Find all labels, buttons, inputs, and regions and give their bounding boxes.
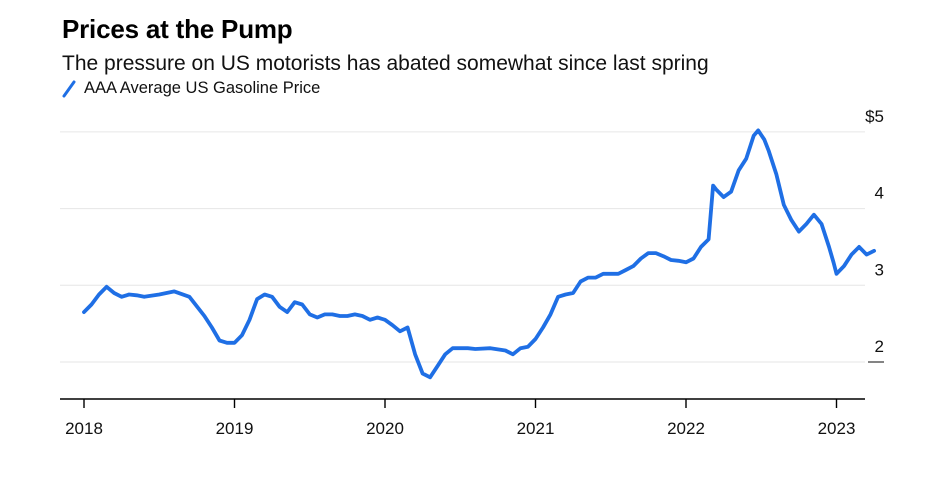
y-tick-label: 2 [875,337,884,356]
x-tick-label: 2021 [517,419,555,438]
x-tick-label: 2019 [216,419,254,438]
legend-swatch-icon [62,80,76,97]
x-tick-label: 2018 [65,419,103,438]
y-tick-label: 3 [875,260,884,279]
y-tick-label: $5 [865,107,884,126]
series-line-0 [82,128,876,380]
x-axis: 2018 2019 2020 2021 2022 2023 [60,398,865,438]
chart-subtitle: The pressure on US motorists has abated … [62,52,709,75]
chart-title: Prices at the Pump [62,14,293,44]
legend: AAA Average US Gasoline Price [62,79,320,98]
series-lines [82,128,876,380]
legend-label: AAA Average US Gasoline Price [84,79,321,97]
y-axis-labels: $5 4 3 2 [865,107,884,363]
x-tick-label: 2022 [667,419,705,438]
grid-lines [60,131,865,363]
x-tick-label: 2023 [818,419,856,438]
y-tick-label: 4 [875,184,884,203]
x-tick-label: 2020 [366,419,404,438]
